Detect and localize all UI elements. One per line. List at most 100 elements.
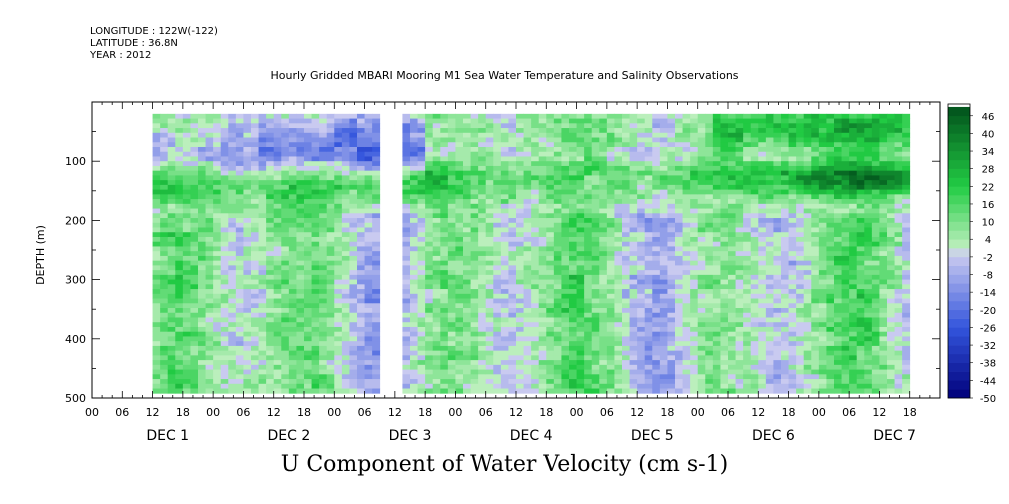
heatmap-cell (720, 128, 729, 134)
heatmap-cell (470, 232, 479, 238)
heatmap-cell (493, 279, 502, 285)
heatmap-cell (235, 303, 244, 309)
heatmap-cell (372, 123, 381, 129)
heatmap-cell (470, 355, 479, 361)
heatmap-cell (781, 227, 789, 233)
heatmap-cell (478, 113, 487, 119)
heatmap-cell (182, 132, 191, 138)
heatmap-cell (697, 151, 706, 157)
heatmap-cell (364, 170, 373, 176)
heatmap-cell (705, 175, 714, 181)
heatmap-cell (781, 379, 789, 385)
heatmap-cell (220, 184, 229, 191)
heatmap-cell (606, 175, 615, 181)
heatmap-cell (425, 265, 434, 271)
heatmap-cell (455, 312, 464, 318)
heatmap-cell (652, 388, 661, 394)
heatmap-cell (675, 293, 683, 299)
heatmap-cell (220, 241, 229, 247)
heatmap-cell (803, 308, 812, 314)
heatmap-cell (508, 265, 517, 271)
heatmap-cell (728, 123, 736, 129)
heatmap-cell (682, 251, 691, 257)
heatmap-cell (288, 274, 297, 280)
heatmap-cell (455, 236, 464, 243)
heatmap-cell (659, 251, 668, 257)
heatmap-cell (622, 156, 630, 162)
heatmap-cell (152, 317, 161, 323)
heatmap-cell (591, 379, 600, 385)
heatmap-cell (357, 336, 365, 342)
heatmap-cell (743, 374, 752, 380)
heatmap-cell (720, 255, 729, 262)
heatmap-cell (455, 113, 464, 119)
heatmap-cell (523, 360, 532, 366)
heatmap-cell (591, 156, 600, 162)
heatmap-cell (326, 175, 335, 181)
heatmap-cell (235, 317, 244, 323)
heatmap-cell (622, 128, 630, 134)
heatmap-cell (659, 369, 668, 375)
heatmap-cell (341, 137, 350, 143)
heatmap-cell (614, 369, 623, 375)
heatmap-cell (364, 203, 373, 209)
heatmap-cell (803, 218, 812, 224)
heatmap-cell (311, 322, 320, 328)
heatmap-cell (569, 279, 577, 285)
heatmap-cell (160, 298, 169, 304)
heatmap-cell (432, 142, 441, 148)
heatmap-cell (273, 208, 282, 214)
heatmap-cell (326, 137, 335, 143)
heatmap-cell (304, 260, 312, 266)
heatmap-cell (531, 227, 540, 233)
heatmap-cell (213, 151, 222, 157)
heatmap-cell (235, 293, 244, 299)
heatmap-cell (288, 199, 297, 205)
heatmap-cell (440, 213, 449, 219)
heatmap-cell (364, 222, 373, 228)
heatmap-cell (213, 213, 222, 219)
heatmap-cell (349, 113, 358, 119)
heatmap-cell (788, 175, 797, 181)
heatmap-cell (417, 236, 426, 243)
heatmap-cell (659, 199, 668, 205)
heatmap-cell (243, 284, 252, 290)
heatmap-cell (720, 284, 729, 290)
heatmap-cell (781, 350, 789, 356)
heatmap-cell (637, 175, 646, 181)
heatmap-cell (591, 350, 600, 356)
heatmap-cell (803, 142, 812, 148)
heatmap-cell (273, 274, 282, 280)
heatmap-cell (334, 260, 343, 266)
heatmap-cell (296, 284, 305, 290)
heatmap-cell (728, 156, 736, 162)
heatmap-cell (266, 341, 275, 347)
heatmap-cell (500, 322, 509, 328)
heatmap-cell (372, 208, 381, 214)
heatmap-cell (773, 260, 782, 266)
heatmap-cell (720, 312, 729, 318)
heatmap-cell (591, 284, 600, 290)
heatmap-cell (258, 194, 267, 200)
heatmap-cell (614, 303, 623, 309)
heatmap-cell (432, 298, 441, 304)
heatmap-cell (463, 289, 471, 295)
heatmap-cell (432, 170, 441, 176)
heatmap-cell (781, 312, 789, 318)
heatmap-cell (410, 227, 418, 233)
heatmap-cell (614, 279, 623, 285)
heatmap-cell (455, 322, 464, 328)
heatmap-cell (296, 118, 305, 124)
heatmap-cell (637, 218, 646, 224)
heatmap-cell (682, 175, 691, 181)
heatmap-cell (500, 208, 509, 214)
heatmap-cell (523, 350, 532, 356)
heatmap-cell (417, 322, 426, 328)
heatmap-cell (455, 379, 464, 385)
heatmap-cell (152, 274, 161, 280)
heatmap-cell (622, 284, 630, 290)
heatmap-cell (493, 246, 502, 252)
heatmap-cell (569, 156, 577, 162)
heatmap-cell (182, 232, 191, 238)
